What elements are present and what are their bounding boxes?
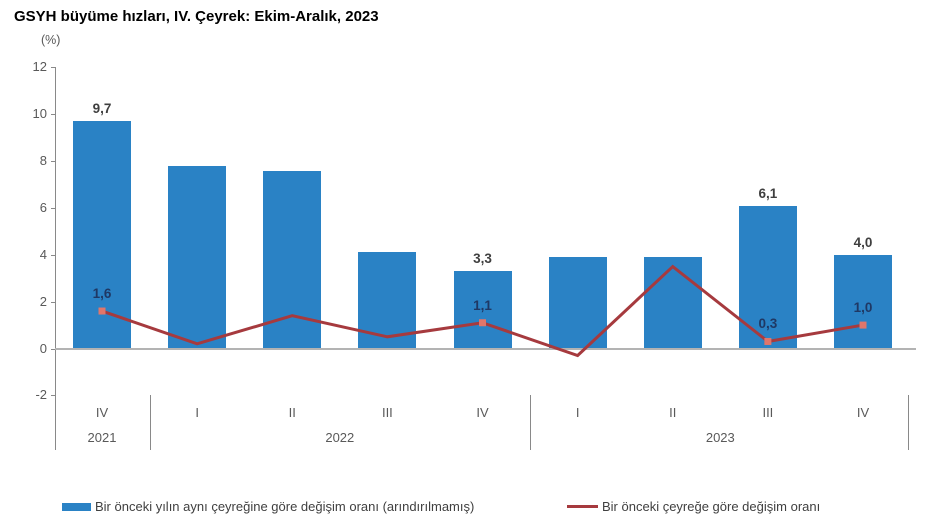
y-axis-tick	[51, 161, 55, 163]
x-quarter-label: II	[288, 405, 296, 420]
chart-title: GSYH büyüme hızları, IV. Çeyrek: Ekim-Ar…	[14, 8, 379, 25]
x-quarter-label: III	[762, 405, 774, 420]
x-year-label: 2022	[325, 430, 355, 445]
line-value-label: 1,0	[853, 300, 873, 316]
y-axis-tick	[51, 395, 55, 397]
y-axis-tick-label: 8	[39, 153, 47, 169]
bar	[73, 121, 131, 349]
legend-item-line: Bir önceki çeyreğe göre değişim oranı	[567, 499, 820, 514]
y-axis-tick	[51, 301, 55, 303]
x-year-label: 2021	[87, 430, 117, 445]
x-quarter-label: IV	[856, 405, 870, 420]
year-group-separator	[149, 394, 151, 450]
bar-value-label: 9,7	[92, 101, 112, 117]
legend-line-swatch	[567, 505, 598, 508]
x-quarter-label: IV	[476, 405, 489, 420]
x-quarter-label: I	[195, 405, 199, 420]
y-axis-tick	[51, 348, 55, 350]
legend-label-bars: Bir önceki yılın aynı çeyreğine göre değ…	[95, 499, 475, 514]
y-axis-tick-label: 12	[32, 59, 47, 75]
y-axis-tick-label: 6	[39, 199, 47, 215]
bar	[358, 252, 417, 349]
legend-label-line: Bir önceki çeyreğe göre değişim oranı	[602, 499, 821, 514]
y-axis-tick	[51, 207, 55, 209]
bar-value-label: 3,3	[473, 251, 492, 267]
bar-value-label: 4,0	[853, 234, 873, 250]
year-group-separator	[908, 394, 909, 450]
y-axis-unit-label: (%)	[41, 33, 61, 47]
line-value-label: 1,1	[473, 297, 492, 313]
bar	[548, 257, 607, 349]
bar	[643, 257, 702, 349]
y-axis-tick-label: 4	[39, 246, 47, 262]
y-axis-tick	[51, 67, 55, 69]
legend-bar-swatch	[62, 502, 91, 511]
y-axis-tick-label: 10	[32, 106, 47, 122]
year-group-separator	[530, 394, 532, 450]
y-axis-tick	[51, 114, 55, 116]
y-axis-tick-label: 2	[39, 293, 47, 309]
x-quarter-label: I	[575, 405, 580, 420]
x-year-label: 2023	[705, 430, 735, 445]
y-axis-tick-label: -2	[35, 387, 47, 403]
x-quarter-label: III	[381, 405, 393, 420]
x-quarter-label: II	[669, 405, 677, 420]
line-value-label: 0,3	[758, 316, 778, 332]
x-quarter-label: IV	[95, 405, 109, 420]
bar-value-label: 6,1	[758, 185, 778, 201]
bar	[168, 165, 227, 349]
bar	[263, 170, 322, 349]
y-axis-tick	[51, 254, 55, 256]
y-axis-line	[55, 67, 56, 450]
y-axis-tick-label: 0	[39, 340, 47, 356]
line-value-label: 1,6	[92, 286, 112, 302]
legend-item-bars: Bir önceki yılın aynı çeyreğine göre değ…	[62, 499, 474, 514]
